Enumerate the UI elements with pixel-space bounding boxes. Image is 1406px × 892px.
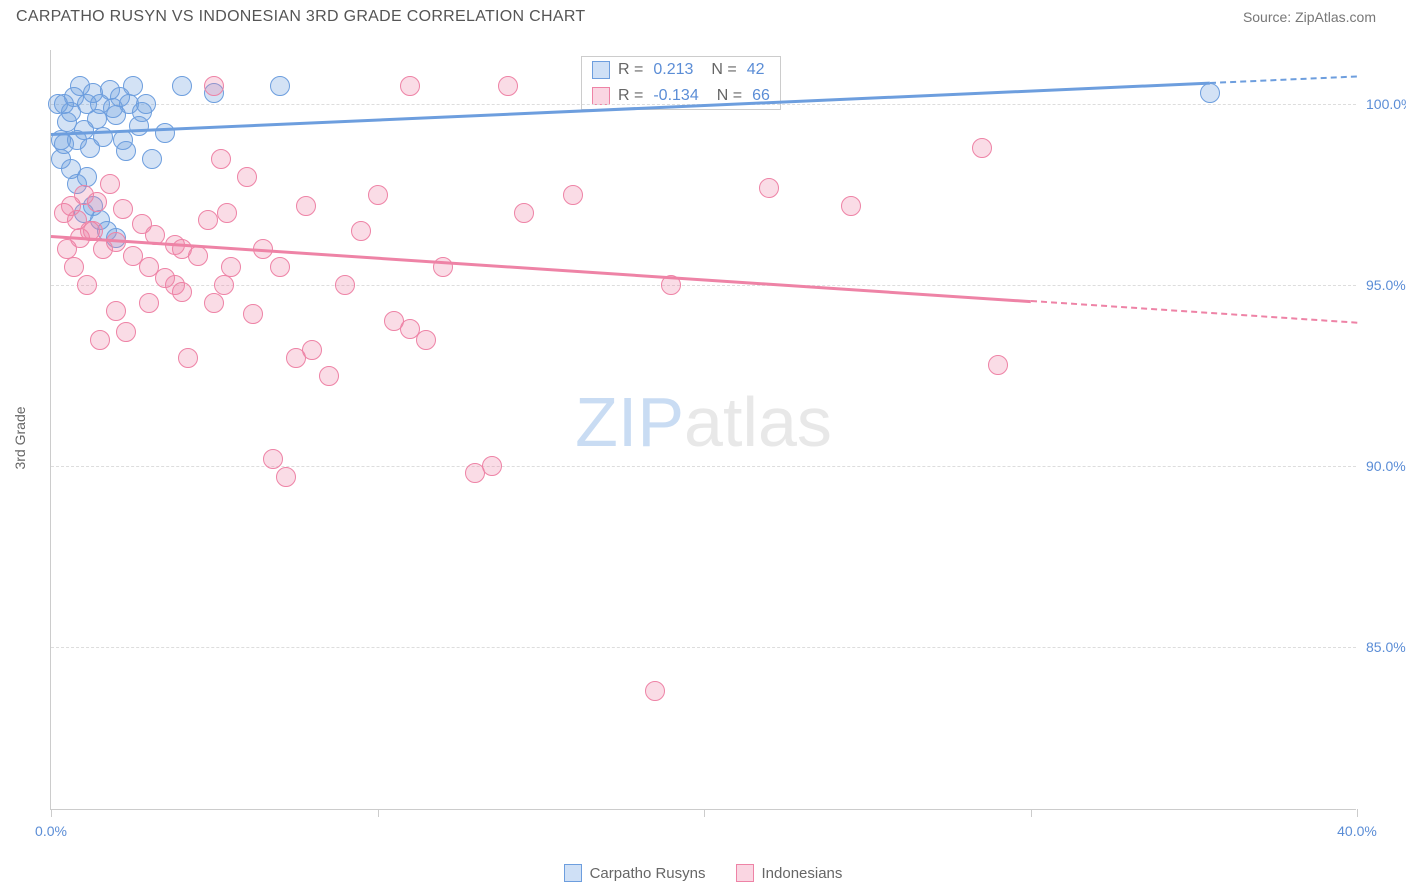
scatter-point xyxy=(465,463,485,483)
scatter-point xyxy=(335,275,355,295)
scatter-point xyxy=(263,449,283,469)
xtick-label: 40.0% xyxy=(1337,823,1377,839)
watermark-atlas: atlas xyxy=(684,383,832,461)
ytick-label: 85.0% xyxy=(1366,639,1406,655)
scatter-point xyxy=(155,123,175,143)
ytick-label: 100.0% xyxy=(1366,96,1406,112)
scatter-point xyxy=(270,257,290,277)
scatter-point xyxy=(113,130,133,150)
scatter-point xyxy=(1200,83,1220,103)
legend-swatch-1 xyxy=(736,864,754,882)
scatter-point xyxy=(77,275,97,295)
scatter-point xyxy=(142,149,162,169)
scatter-point xyxy=(198,210,218,230)
scatter-point xyxy=(106,301,126,321)
scatter-point xyxy=(51,149,71,169)
scatter-point xyxy=(221,257,241,277)
scatter-point xyxy=(90,330,110,350)
bottom-legend: Carpatho Rusyns Indonesians xyxy=(0,864,1406,882)
scatter-point xyxy=(276,467,296,487)
ytick-label: 90.0% xyxy=(1366,458,1406,474)
scatter-point xyxy=(119,94,139,114)
xtick-label: 0.0% xyxy=(35,823,67,839)
xtick xyxy=(378,809,379,817)
scatter-point xyxy=(296,196,316,216)
scatter-point xyxy=(139,293,159,313)
scatter-point xyxy=(498,76,518,96)
y-axis-label: 3rd Grade xyxy=(12,406,28,469)
watermark: ZIPatlas xyxy=(575,382,832,462)
stats-n-label: N = xyxy=(711,61,736,79)
scatter-point xyxy=(178,348,198,368)
legend-item-0: Carpatho Rusyns xyxy=(564,864,706,882)
trend-line xyxy=(51,235,1031,303)
scatter-point xyxy=(514,203,534,223)
scatter-point xyxy=(214,275,234,295)
chart-header: CARPATHO RUSYN VS INDONESIAN 3RD GRADE C… xyxy=(0,0,1406,34)
scatter-point xyxy=(368,185,388,205)
xtick xyxy=(1357,809,1358,817)
scatter-point xyxy=(302,340,322,360)
scatter-point xyxy=(100,174,120,194)
stats-r-0: 0.213 xyxy=(653,61,693,79)
scatter-point xyxy=(563,185,583,205)
scatter-point xyxy=(759,178,779,198)
ytick-label: 95.0% xyxy=(1366,277,1406,293)
scatter-point xyxy=(113,199,133,219)
scatter-point xyxy=(116,322,136,342)
trend-line xyxy=(1210,75,1357,84)
stats-n-0: 42 xyxy=(747,61,765,79)
scatter-plot-area: ZIPatlas R = 0.213 N = 42 R = -0.134 N =… xyxy=(50,50,1356,810)
xtick xyxy=(704,809,705,817)
scatter-point xyxy=(172,76,192,96)
legend-label-0: Carpatho Rusyns xyxy=(590,865,706,882)
scatter-point xyxy=(319,366,339,386)
chart-title: CARPATHO RUSYN VS INDONESIAN 3RD GRADE C… xyxy=(16,8,585,26)
stats-swatch-1 xyxy=(592,87,610,105)
scatter-point xyxy=(400,76,420,96)
scatter-point xyxy=(123,76,143,96)
legend-swatch-0 xyxy=(564,864,582,882)
scatter-point xyxy=(165,275,185,295)
scatter-point xyxy=(416,330,436,350)
scatter-point xyxy=(172,239,192,259)
xtick xyxy=(1031,809,1032,817)
scatter-point xyxy=(645,681,665,701)
scatter-point xyxy=(988,355,1008,375)
scatter-point xyxy=(972,138,992,158)
stats-swatch-0 xyxy=(592,61,610,79)
gridline xyxy=(51,285,1356,286)
scatter-point xyxy=(77,167,97,187)
scatter-point xyxy=(237,167,257,187)
scatter-point xyxy=(48,94,68,114)
stats-row-0: R = 0.213 N = 42 xyxy=(582,57,780,83)
stats-r-1: -0.134 xyxy=(653,87,698,105)
scatter-point xyxy=(204,293,224,313)
legend-label-1: Indonesians xyxy=(762,865,843,882)
scatter-point xyxy=(64,257,84,277)
scatter-point xyxy=(87,192,107,212)
scatter-point xyxy=(270,76,290,96)
legend-item-1: Indonesians xyxy=(736,864,843,882)
chart-source: Source: ZipAtlas.com xyxy=(1243,9,1376,25)
scatter-point xyxy=(204,76,224,96)
scatter-point xyxy=(351,221,371,241)
xtick xyxy=(51,809,52,817)
scatter-point xyxy=(217,203,237,223)
stats-r-label: R = xyxy=(618,61,643,79)
watermark-zip: ZIP xyxy=(575,383,684,461)
scatter-point xyxy=(841,196,861,216)
scatter-point xyxy=(211,149,231,169)
trend-line xyxy=(1030,300,1357,324)
stats-r-label: R = xyxy=(618,87,643,105)
scatter-point xyxy=(243,304,263,324)
gridline xyxy=(51,647,1356,648)
gridline xyxy=(51,466,1356,467)
